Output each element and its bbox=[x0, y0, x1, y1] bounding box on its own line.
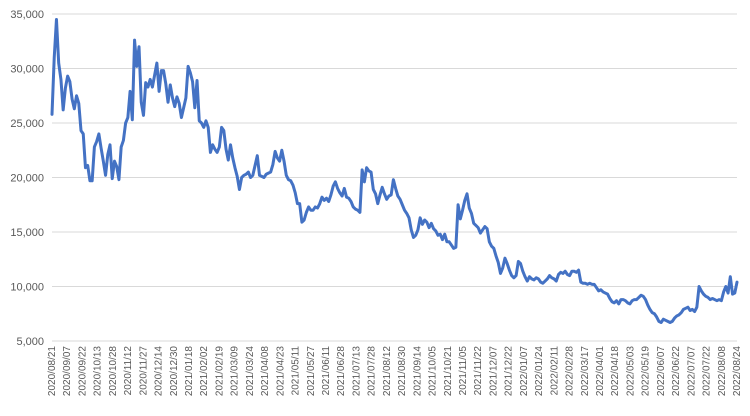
x-tick-label: 2022/07/22 bbox=[702, 346, 713, 396]
x-tick-label: 2020/09/22 bbox=[77, 346, 88, 396]
x-tick-label: 2021/08/12 bbox=[382, 346, 393, 396]
x-tick-label: 2022/08/24 bbox=[732, 346, 743, 396]
x-tick-label: 2022/04/18 bbox=[610, 346, 621, 396]
y-tick-label: 20,000 bbox=[10, 173, 44, 185]
x-tick-label: 2021/06/28 bbox=[336, 346, 347, 396]
x-tick-label: 2022/02/11 bbox=[549, 346, 560, 396]
x-tick-label: 2021/08/30 bbox=[397, 346, 408, 396]
y-tick-label: 10,000 bbox=[10, 282, 44, 294]
y-tick-label: 5,000 bbox=[16, 336, 44, 348]
x-tick-label: 2022/03/17 bbox=[580, 346, 591, 396]
x-tick-label: 2021/02/02 bbox=[199, 346, 210, 396]
x-tick-label: 2021/10/21 bbox=[443, 346, 454, 396]
x-tick-label: 2021/11/05 bbox=[458, 346, 469, 396]
x-tick-label: 2021/04/23 bbox=[275, 346, 286, 396]
x-tick-label: 2020/09/07 bbox=[62, 346, 73, 396]
x-tick-label: 2020/10/28 bbox=[108, 346, 119, 396]
x-tick-label: 2022/01/24 bbox=[534, 346, 545, 396]
y-axis-tick-labels: 5,000 10,000 15,000 20,000 25,000 30,000 35,00… bbox=[10, 9, 44, 348]
x-tick-label: 2022/01/07 bbox=[519, 346, 530, 396]
x-tick-label: 2022/07/07 bbox=[686, 346, 697, 396]
x-tick-label: 2020/12/14 bbox=[154, 346, 165, 396]
x-tick-label: 2021/12/22 bbox=[504, 346, 515, 396]
x-tick-label: 2021/07/13 bbox=[351, 346, 362, 396]
x-tick-label: 2022/05/19 bbox=[641, 346, 652, 396]
x-tick-label: 2021/03/09 bbox=[230, 346, 241, 396]
x-tick-label: 2021/06/11 bbox=[321, 346, 332, 396]
x-tick-label: 2020/08/21 bbox=[47, 346, 58, 396]
x-tick-label: 2020/11/27 bbox=[138, 346, 149, 396]
x-tick-label: 2022/06/22 bbox=[671, 346, 682, 396]
y-tick-label: 30,000 bbox=[10, 64, 44, 76]
x-tick-label: 2022/02/28 bbox=[565, 346, 576, 396]
y-tick-label: 25,000 bbox=[10, 118, 44, 130]
x-tick-label: 2022/04/01 bbox=[595, 346, 606, 396]
x-tick-label: 2021/05/27 bbox=[306, 346, 317, 396]
gridlines bbox=[52, 13, 737, 287]
x-tick-label: 2020/10/13 bbox=[93, 346, 104, 396]
x-tick-label: 2021/05/11 bbox=[291, 346, 302, 396]
x-axis-tick-labels: 2020/08/21 2020/09/07 2020/09/22 2020/10/13… bbox=[47, 346, 743, 396]
x-tick-label: 2020/11/12 bbox=[123, 346, 134, 396]
x-tick-label: 2022/06/07 bbox=[656, 346, 667, 396]
x-tick-label: 2021/11/22 bbox=[473, 346, 484, 396]
x-tick-label: 2022/08/08 bbox=[717, 346, 728, 396]
x-tick-label: 2021/10/05 bbox=[428, 346, 439, 396]
x-tick-label: 2020/12/30 bbox=[169, 346, 180, 396]
x-tick-label: 2021/03/24 bbox=[245, 346, 256, 396]
x-tick-label: 2021/07/28 bbox=[367, 346, 378, 396]
x-tick-label: 2021/12/07 bbox=[488, 346, 499, 396]
series-line bbox=[50, 17, 739, 324]
x-tick-label: 2022/05/03 bbox=[625, 346, 636, 396]
y-tick-label: 35,000 bbox=[10, 9, 44, 21]
x-tick-label: 2021/09/14 bbox=[412, 346, 423, 396]
y-tick-label: 15,000 bbox=[10, 227, 44, 239]
x-tick-label: 2021/01/18 bbox=[184, 346, 195, 396]
x-tick-label: 2021/04/08 bbox=[260, 346, 271, 396]
series-layer bbox=[50, 17, 739, 324]
x-tick-label: 2021/02/19 bbox=[214, 346, 225, 396]
